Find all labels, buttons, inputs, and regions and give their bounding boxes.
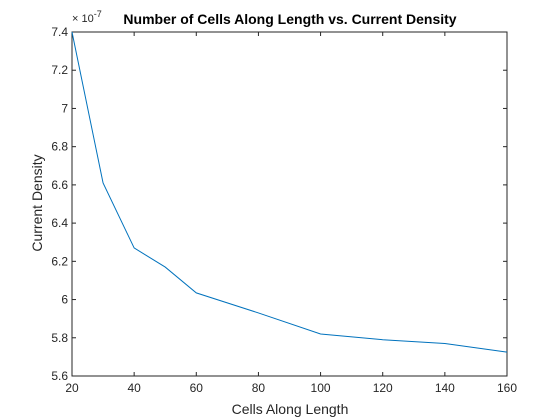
y-tick-label: 5.8 <box>51 331 68 345</box>
y-axis-exponent-base: × 10 <box>72 13 94 25</box>
chart-title: Number of Cells Along Length vs. Current… <box>123 11 456 27</box>
x-tick-label: 20 <box>65 381 79 395</box>
x-tick-label: 160 <box>497 381 517 395</box>
y-tick-label: 5.6 <box>51 369 68 383</box>
x-tick-label: 40 <box>127 381 141 395</box>
plot-area <box>71 31 508 377</box>
y-tick-label: 7.2 <box>51 63 68 77</box>
series-layer <box>71 31 508 353</box>
plot-box <box>71 31 508 377</box>
y-axis-label: Current Density <box>29 154 45 251</box>
x-axis-ticks: 20 40 60 80 100 120 140 160 <box>65 32 517 395</box>
y-tick-label: 6.4 <box>51 216 68 230</box>
series-line-0 <box>71 31 508 353</box>
y-axis-exponent: × 10-7 <box>72 9 102 25</box>
x-tick-label: 80 <box>252 381 266 395</box>
y-tick-label: 6.6 <box>51 178 68 192</box>
x-tick-label: 60 <box>190 381 204 395</box>
y-axis-exponent-power: -7 <box>94 9 102 19</box>
x-axis-label: Cells Along Length <box>232 401 349 417</box>
x-tick-label: 100 <box>311 381 331 395</box>
y-tick-label: 6.2 <box>51 254 68 268</box>
y-axis-ticks: 5.6 5.8 6 6.2 6.4 6.6 6.8 7 7.2 7.4 <box>51 25 507 383</box>
x-tick-label: 120 <box>373 381 393 395</box>
y-tick-label: 6 <box>61 293 68 307</box>
y-tick-label: 7.4 <box>51 25 68 39</box>
x-tick-label: 140 <box>435 381 455 395</box>
y-tick-label: 6.8 <box>51 140 68 154</box>
y-tick-label: 7 <box>61 101 68 115</box>
